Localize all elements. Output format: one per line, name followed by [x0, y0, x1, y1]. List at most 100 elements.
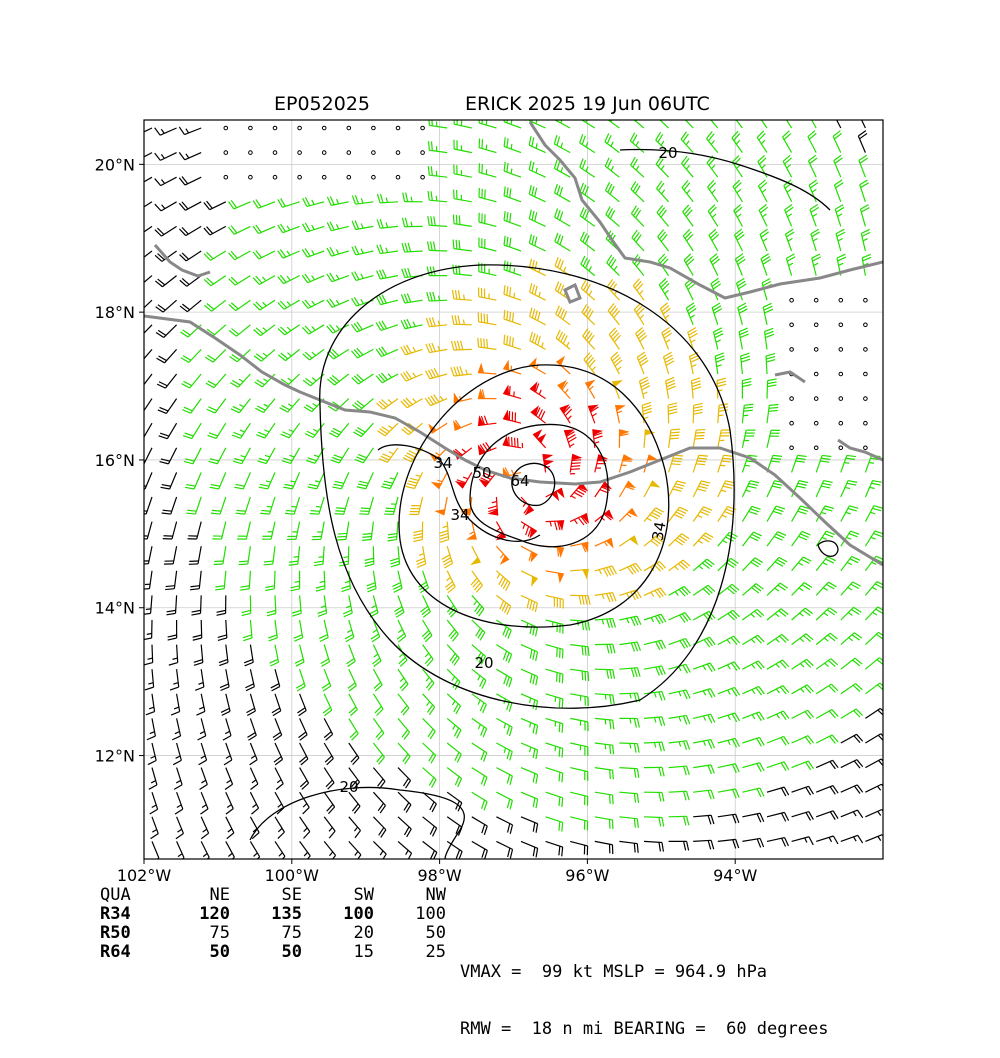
wind-barb [180, 300, 201, 311]
calm-wind-circle [298, 175, 302, 179]
wind-barb [373, 669, 382, 691]
wind-barb [157, 349, 177, 362]
wind-radii-table: QUA NE SE SW NW R34 120 135 100 100 R50 … [100, 886, 446, 962]
wind-barb [244, 645, 253, 666]
wind-barb [327, 196, 348, 205]
wind-barb [271, 669, 280, 691]
wind-barb [281, 423, 300, 438]
wind-barb [231, 399, 250, 413]
contour-label: 34 [433, 454, 452, 472]
contour-20-northeast [620, 150, 830, 210]
wind-barb [767, 711, 789, 720]
wind-barb [327, 299, 349, 308]
wind-barb [200, 768, 208, 790]
wind-barb [423, 718, 436, 739]
wind-barb [401, 398, 423, 408]
wind-barb [426, 368, 448, 379]
wind-barb [693, 740, 714, 749]
wind-barb [215, 571, 226, 590]
wind-barb [669, 429, 681, 448]
wind-barb [275, 817, 284, 839]
wind-barb [436, 497, 447, 515]
wind-barb [644, 717, 665, 726]
wind-barb [816, 684, 838, 694]
wind-barb [504, 137, 521, 152]
contour-label: 20 [339, 778, 358, 796]
wind-barb [496, 841, 512, 858]
wind-barb [504, 236, 521, 251]
wind-barb [834, 180, 843, 202]
wind-barb [606, 207, 620, 227]
wind-barb [619, 616, 640, 626]
wind-barb [605, 158, 619, 177]
calm-wind-circle [814, 348, 818, 352]
wind-barb [742, 404, 753, 423]
wind-barb [165, 571, 176, 590]
calm-wind-circle [249, 151, 253, 155]
wind-barb [619, 590, 641, 600]
wind-barb [479, 238, 497, 251]
calm-wind-circle [864, 446, 868, 450]
wind-barb [362, 522, 373, 541]
wind-barb [373, 718, 383, 740]
wind-barb [314, 546, 324, 565]
wind-barb [131, 276, 152, 288]
wind-barb [260, 497, 275, 514]
lon-tick-label: 100°W [265, 866, 320, 885]
wind-barb [140, 571, 152, 590]
calm-wind-circle [347, 151, 351, 155]
wind-barb [816, 735, 838, 743]
wind-barb [365, 546, 374, 566]
wind-barb [349, 694, 358, 716]
wind-barb [376, 321, 398, 331]
wind-barb [792, 761, 814, 770]
calm-wind-circle [814, 446, 818, 450]
wind-barb [611, 352, 622, 374]
wind-barb [155, 177, 177, 185]
wind-barb [426, 317, 447, 326]
wind-barb [767, 762, 789, 771]
wind-barb [865, 759, 887, 768]
radii-header: SW [302, 886, 374, 905]
wind-barb [373, 817, 385, 838]
calm-wind-circle [814, 397, 818, 401]
wind-barb [179, 202, 201, 210]
wind-barb [212, 522, 226, 539]
radii-row-r50: R50 75 75 20 50 [100, 924, 446, 943]
wind-barb [595, 743, 614, 754]
calm-wind-circle [224, 126, 228, 130]
wind-barb [398, 841, 412, 861]
wind-barb [718, 636, 740, 644]
wind-barb [712, 303, 722, 325]
wind-barb [807, 106, 816, 128]
wind-barb [816, 760, 838, 769]
wind-barb [581, 280, 595, 300]
wind-barb [423, 669, 434, 690]
wind-barb [841, 633, 862, 645]
wind-barb [558, 381, 570, 398]
wind-barb [534, 431, 546, 448]
wind-barb [669, 455, 684, 472]
calm-wind-circle [839, 397, 843, 401]
wind-barb [130, 177, 152, 186]
wind-barb [644, 614, 666, 624]
wind-barb [377, 269, 398, 279]
wind-barb [145, 669, 154, 690]
wind-barb [496, 620, 511, 639]
wind-barb [810, 205, 819, 227]
wind-barb [521, 841, 538, 857]
wind-barb [479, 163, 496, 177]
radii-row-r34: R34 120 135 100 100 [100, 905, 446, 924]
wind-barb [394, 595, 404, 617]
wind-barb [521, 645, 537, 661]
radii-value: 50 [230, 943, 302, 962]
calm-wind-circle [839, 446, 843, 450]
wind-barb [237, 522, 250, 540]
wind-barb [401, 371, 423, 381]
wind-barb [133, 374, 152, 388]
wind-barb [155, 128, 177, 135]
wind-barb [439, 522, 449, 543]
wind-barb [423, 694, 435, 715]
wind-barb [447, 645, 459, 666]
wind-barb [274, 743, 283, 765]
